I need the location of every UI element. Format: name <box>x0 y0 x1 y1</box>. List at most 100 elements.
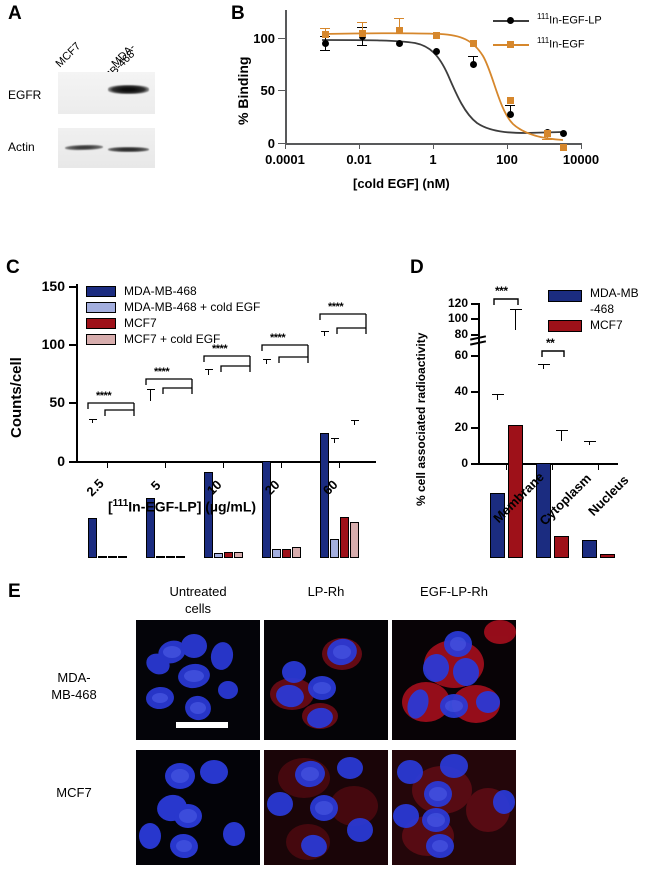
panel-b-legend-sup-lp: 111 <box>537 12 550 21</box>
panel-b-errorcap-egf-7 <box>542 139 552 141</box>
panel-c-bar-g1-s3 <box>108 556 117 558</box>
panel-a-band-actin-mdamb468 <box>108 147 149 152</box>
panel-c-stars-g1: **** <box>96 390 112 402</box>
panel-a-blot-egfr <box>58 72 155 114</box>
panel-d-y-tick-label-80: 80 <box>454 327 468 341</box>
panel-e-image-mdamb468-egf-lp-rh <box>392 620 516 740</box>
panel-b-errorbar-egf-3 <box>398 18 401 34</box>
panel-c-errorbar-g4-s1 <box>266 359 268 364</box>
panel-c-y-tick-0 <box>69 461 77 463</box>
panel-b-legend-label-lp: 111In-EGF-LP <box>537 12 602 27</box>
panel-b-x-tick-1 <box>285 143 286 149</box>
panel-d-legend-label-mcf7: MCF7 <box>590 318 623 332</box>
panel-c-errorbar-g5-s4 <box>354 420 356 425</box>
panel-a-band-egfr-mdamb468 <box>108 85 149 94</box>
panel-b-x-tick-label-4: 100 <box>496 152 518 167</box>
panel-d-y-tick-40 <box>471 391 479 393</box>
panel-b-point-egf-3 <box>395 27 403 34</box>
panel-b-errorcap-egf-2 <box>357 22 367 24</box>
panel-b-legend-label-egf: 111In-EGF <box>537 36 585 51</box>
panel-d-y-tick-100 <box>471 318 479 320</box>
panel-e-column-header-untreated-line1: Untreated <box>169 584 227 599</box>
panel-c-errorcap-g5-s4 <box>350 420 359 422</box>
panel-a-row-label-actin: Actin <box>8 140 35 154</box>
panel-b-point-egf-2 <box>358 30 366 37</box>
panel-b-x-tick-label-5: 10000 <box>562 152 600 167</box>
panel-e-row-label-mdamb468-line1: MDA- <box>57 670 91 685</box>
panel-b-errorcap-egf-3 <box>394 18 404 20</box>
panel-c-stars-g5: **** <box>328 301 344 313</box>
panel-b-x-tick-3 <box>433 143 434 149</box>
panel-b-point-lp-1 <box>321 39 329 47</box>
panel-c-legend-label-4: MCF7 + cold EGF <box>124 332 221 346</box>
panel-c-x-axis-title-pre: [ <box>108 498 113 515</box>
panel-c-bar-g1-s2 <box>98 556 107 558</box>
panel-c-x-tick-3 <box>223 461 224 468</box>
panel-c-y-tick-150 <box>69 286 77 288</box>
panel-d-legend-label-mdamb468-line1: MDA-MB <box>590 286 639 300</box>
panel-c-errorcap-g2-s1 <box>146 389 155 391</box>
panel-b-legend-marker-egf <box>507 41 514 48</box>
panel-c-errorbar-g2-s1 <box>150 389 152 401</box>
panel-b-errorcap-egf-1 <box>320 28 330 30</box>
panel-e-image-content-3 <box>392 620 516 740</box>
panel-b-point-egf-6 <box>506 97 514 104</box>
panel-e-image-mcf7-lp-rh <box>264 750 388 865</box>
panel-b-errorcap-lp-6 <box>505 105 515 107</box>
panel-e-scale-bar <box>176 722 228 728</box>
panel-a-lane-label-mcf7: MCF7 <box>53 40 84 70</box>
panel-a-row-label-egfr: EGFR <box>8 88 42 102</box>
panel-c-bracket-g4 <box>261 344 309 363</box>
panel-b-legend-text-lp: In-EGF-LP <box>549 14 602 27</box>
panel-c-bar-g2-s4 <box>176 556 185 558</box>
panel-c-y-tick-label-50: 50 <box>49 394 65 410</box>
panel-c-bar-g3-s1 <box>204 472 213 558</box>
panel-b-errorbar-lp-6 <box>509 105 512 115</box>
panel-b-point-lp-4 <box>432 47 440 55</box>
panel-b: B % Binding 0 50 100 0.0001 0.01 1 100 1… <box>225 0 646 205</box>
panel-b-y-tick-50 <box>278 90 285 91</box>
panel-b-errorbar-egf-2 <box>361 22 364 36</box>
panel-c: C Counts/cell 0 50 100 150 <box>0 258 400 558</box>
panel-d-bar-break-mask <box>506 336 525 342</box>
panel-c-bar-g3-s4 <box>234 552 243 558</box>
panel-c-legend-key-3 <box>86 318 116 329</box>
panel-c-bracket-g1 <box>87 402 135 416</box>
panel-c-x-tick-2 <box>165 461 166 468</box>
panel-b-y-tick-0 <box>278 143 285 144</box>
panel-c-letter: C <box>6 257 20 278</box>
panel-b-x-tick-label-1: 0.0001 <box>265 152 305 167</box>
panel-c-y-tick-label-0: 0 <box>57 453 65 469</box>
panel-d-bar-nucleus-mcf7 <box>600 554 615 558</box>
panel-b-y-tick-label-100: 100 <box>253 31 275 46</box>
panel-b-x-tick-4 <box>507 143 508 149</box>
panel-c-bar-g2-s2 <box>156 556 165 558</box>
panel-b-y-tick-label-50: 50 <box>260 83 275 98</box>
panel-c-y-tick-100 <box>69 344 77 346</box>
panel-d-y-tick-label-0: 0 <box>461 456 468 470</box>
panel-d-errorcap-cytoplasm-mcf7 <box>556 430 568 432</box>
panel-d-x-tick-1 <box>506 463 507 470</box>
panel-d-stars-cytoplasm: ** <box>546 336 555 350</box>
panel-c-legend-label-1: MDA-MB-468 <box>124 284 197 298</box>
panel-c-x-axis <box>76 461 376 463</box>
panel-b-x-axis-title: [cold EGF] (nM) <box>353 176 450 191</box>
panel-b-legend-marker-lp <box>507 17 514 24</box>
panel-e-image-content-5 <box>264 750 388 865</box>
panel-c-legend-key-1 <box>86 286 116 297</box>
panel-c-x-tick-4 <box>281 461 282 468</box>
panel-d-errorcap-membrane-mdamb468 <box>492 394 504 396</box>
panel-e-row-label-mcf7: MCF7 <box>56 785 92 800</box>
panel-e-letter: E <box>8 581 21 602</box>
panel-e-column-header-egf-lp-rh: EGF-LP-Rh <box>420 584 488 599</box>
panel-b-errorcap-lp-5 <box>468 56 478 58</box>
panel-b-point-lp-3 <box>395 39 403 47</box>
panel-d: D % cell associated radioactivity 0 20 4… <box>400 258 646 558</box>
panel-d-y-tick-60 <box>471 355 479 357</box>
panel-d-y-tick-label-40: 40 <box>454 384 468 398</box>
panel-d-bracket-cytoplasm <box>541 350 565 357</box>
panel-c-errorcap-g5-s1 <box>320 331 329 333</box>
panel-b-y-tick-100 <box>278 38 285 39</box>
panel-b-x-tick-5 <box>581 143 582 149</box>
panel-d-bar-cytoplasm-mdamb468 <box>536 463 551 558</box>
